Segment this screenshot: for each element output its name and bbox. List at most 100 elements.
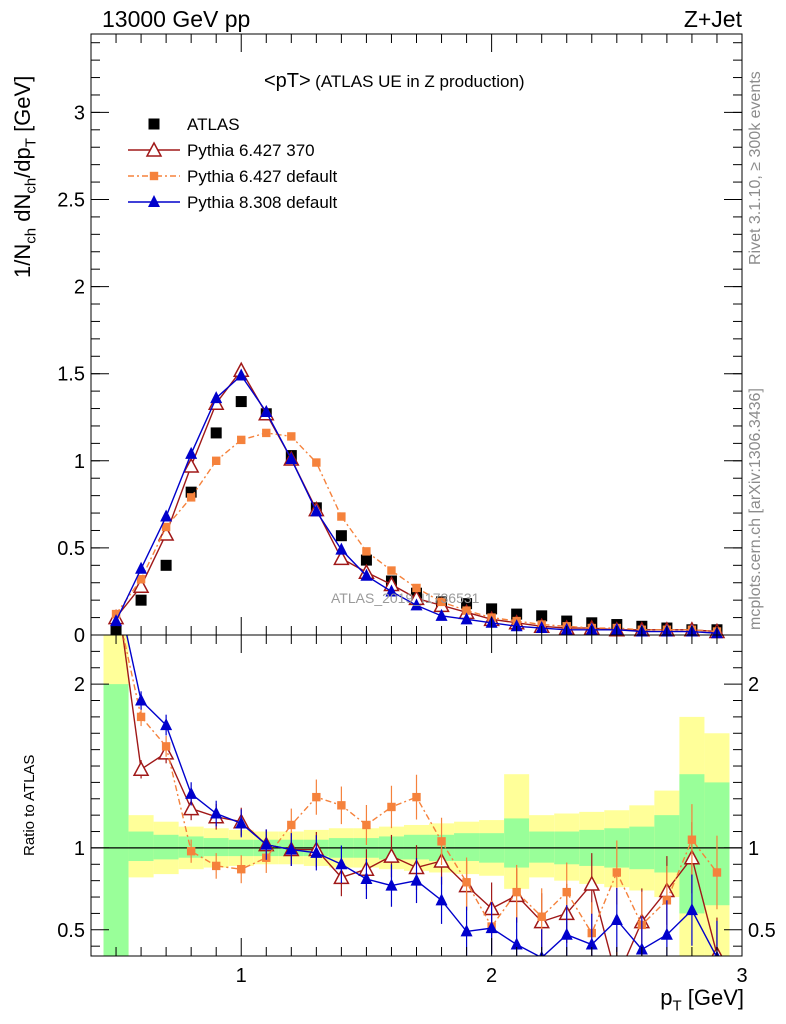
ratio-point-s1-23 [687, 835, 697, 844]
ratio-point-s2-12 [410, 873, 423, 886]
main-point-s0-14 [461, 598, 473, 610]
ratio-band-green-14 [454, 833, 480, 862]
ratio-point-s2-8 [310, 845, 323, 858]
main-ylabel-a: 1/N [10, 243, 35, 278]
main-point-s2-9 [337, 512, 346, 521]
ratio-point-s1-18 [562, 887, 571, 897]
side-label-rivet: Rivet 3.1.10, ≥ 300k events [747, 71, 764, 265]
main-ytick-label-6: 3 [74, 102, 85, 124]
main-point-s2-3 [186, 493, 196, 502]
ratio-point-s0-0 [109, 579, 123, 592]
ratio-point-s2-6 [260, 837, 273, 850]
plot-title: <pT> (ATLAS UE in Z production) [264, 70, 525, 93]
main-point-s2-2 [161, 522, 171, 532]
main-point-s2-8 [312, 458, 321, 467]
ratio-xlabel: pT [GeV] [660, 985, 744, 1014]
ratio-band-green-1 [128, 831, 154, 862]
ratio-point-s1-3 [186, 846, 196, 856]
main-point-s0-3 [185, 486, 197, 498]
main-point-s2-11 [387, 566, 396, 575]
ratio-point-s2-0 [110, 579, 122, 591]
ratio-point-s1-10 [362, 820, 371, 830]
main-ytick-label-3: 1.5 [57, 364, 85, 386]
ratio-ytick-label-right-2: 2 [748, 674, 759, 696]
ratio-point-s0-20 [610, 972, 624, 985]
main-ylabel-c: /dp [10, 147, 35, 178]
ratio-xlabel-main: p [660, 985, 673, 1010]
legend-marker-1 [145, 141, 163, 157]
main-point-s3-1 [135, 561, 148, 574]
ratio-point-s2-19 [585, 937, 598, 950]
main-point-s2-7 [287, 432, 296, 441]
main-point-s0-9 [335, 530, 347, 542]
main-point-s3-14 [460, 612, 473, 625]
main-point-s3-13 [435, 608, 448, 621]
ratio-point-s1-24 [712, 868, 722, 877]
ratio-point-s2-18 [560, 927, 573, 940]
ratio-ytick-label-right-1: 1 [748, 838, 759, 860]
ratio-xlabel-sub: T [672, 997, 682, 1015]
ratio-ytick-label-right-0: 0.5 [748, 920, 776, 942]
main-point-s1-9 [333, 549, 350, 566]
legend-label-py6-370: Pythia 6.427 370 [187, 141, 315, 160]
main-point-s2-14 [462, 606, 471, 615]
main-point-s0-4 [210, 427, 222, 439]
main-point-s3-16 [510, 619, 523, 632]
main-point-s3-4 [210, 391, 223, 404]
main-point-s0-16 [511, 608, 523, 620]
ratio-xtick-label-1: 2 [486, 965, 497, 987]
ratio-point-s2-23 [685, 903, 698, 916]
ratio-point-s1-2 [161, 742, 171, 751]
main-point-s0-10 [360, 554, 372, 566]
main-point-s2-10 [362, 547, 371, 556]
ratio-band-green-17 [529, 831, 555, 863]
main-ytick-label-4: 2 [74, 277, 85, 299]
ratio-point-s1-11 [387, 802, 396, 812]
ratio-point-s1-7 [287, 820, 296, 830]
ratio-point-s2-16 [510, 937, 523, 950]
ratio-point-s2-3 [185, 786, 198, 799]
plot-title-sub: (ATLAS UE in Z production) [315, 72, 525, 91]
watermark: ATLAS_2019_I1736531 [331, 590, 480, 606]
main-point-s2-12 [412, 583, 421, 593]
ratio-band-green-0 [103, 684, 129, 956]
main-ylabel-b: dN [10, 193, 35, 228]
main-point-s2-5 [237, 435, 246, 445]
main-point-s2-13 [437, 597, 446, 607]
ratio-point-s2-4 [210, 806, 223, 819]
ratio-point-s1-0 [112, 598, 120, 606]
legend [128, 118, 180, 207]
ratio-point-s1-16 [512, 887, 521, 897]
ratio-point-s2-7 [285, 842, 298, 855]
main-ytick-label-1: 0.5 [57, 538, 85, 560]
main-point-s2-4 [211, 456, 221, 465]
main-point-s3-7 [285, 452, 298, 465]
main-point-s3-11 [385, 584, 398, 597]
main-ytick-label-5: 2.5 [57, 189, 85, 211]
ratio-point-s2-2 [160, 718, 173, 731]
ratio-point-s2-20 [610, 912, 623, 925]
ratio-point-s2-5 [235, 816, 248, 829]
ratio-point-s2-22 [660, 927, 673, 940]
main-point-s0-17 [536, 610, 548, 622]
main-point-s1-3 [182, 457, 200, 473]
ratio-panel: 0.5 0.5 1 1 2 2 1 2 3 [57, 579, 776, 987]
main-point-s3-6 [260, 405, 273, 418]
ratio-point-s1-4 [211, 861, 221, 871]
ratio-point-s2-1 [135, 693, 148, 706]
ratio-point-s2-10 [360, 872, 373, 885]
ratio-point-s0-11 [383, 847, 400, 863]
main-ylabel-sub2: ch [22, 177, 40, 194]
legend-marker-2 [149, 171, 159, 181]
ratio-xlabel-unit: [GeV] [681, 985, 744, 1010]
ratio-band-green-4 [203, 838, 229, 857]
ratio-point-s1-13 [437, 837, 446, 846]
main-point-s3-3 [185, 446, 198, 459]
ratio-xtick-label-0: 1 [236, 965, 247, 987]
main-point-s2-1 [136, 575, 146, 584]
ratio-point-s1-12 [412, 792, 421, 802]
ratio-ylabel: Ratio to ATLAS [21, 754, 38, 856]
main-point-s3-12 [410, 598, 423, 611]
main-point-s3-5 [235, 368, 248, 381]
